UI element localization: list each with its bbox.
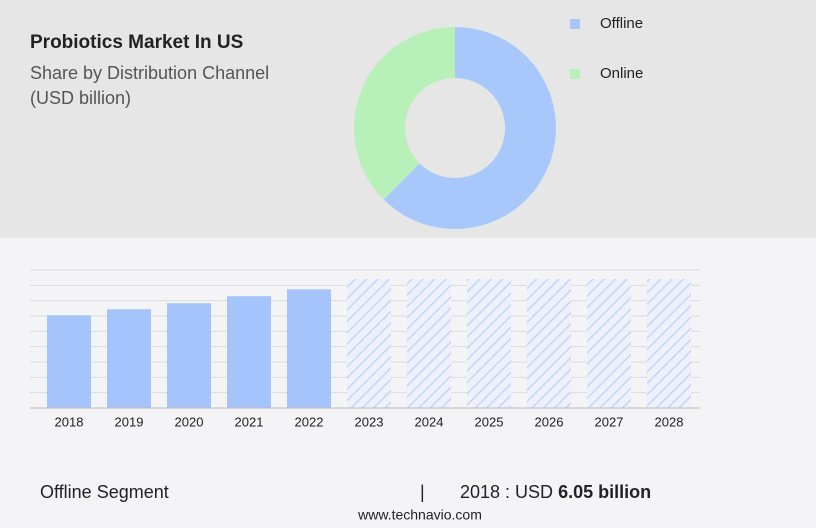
bar — [167, 303, 211, 408]
subtitle: Share by Distribution Channel — [30, 63, 269, 83]
x-tick-label: 2023 — [355, 414, 384, 429]
summary-value: 6.05 billion — [558, 482, 651, 502]
donut-slice — [383, 27, 556, 229]
forecast-placeholder — [527, 279, 571, 408]
x-tick-label: 2022 — [295, 414, 324, 429]
x-tick-label: 2024 — [415, 414, 444, 429]
bar — [227, 296, 271, 408]
forecast-placeholder — [407, 279, 451, 408]
summary: 2018 : USD 6.05 billion — [460, 482, 651, 502]
x-tick-label: 2027 — [595, 414, 624, 429]
forecast-placeholder — [587, 279, 631, 408]
segment-label: Offline Segment — [40, 482, 169, 502]
x-tick-label: 2026 — [535, 414, 564, 429]
separator: | — [420, 482, 425, 502]
forecast-placeholder — [647, 279, 691, 408]
subtitle: (USD billion) — [30, 88, 131, 108]
summary-text: 2018 : USD — [460, 482, 553, 502]
bar — [47, 315, 91, 408]
legend-swatch — [570, 69, 580, 79]
bar — [287, 289, 331, 408]
forecast-placeholder — [347, 279, 391, 408]
x-tick-label: 2028 — [655, 414, 684, 429]
x-tick-label: 2020 — [175, 414, 204, 429]
forecast-placeholder — [467, 279, 511, 408]
x-tick-label: 2019 — [115, 414, 144, 429]
x-tick-label: 2025 — [475, 414, 504, 429]
chart-title: Probiotics Market In US — [30, 32, 243, 53]
legend-label: Online — [600, 65, 643, 82]
legend-label: Offline — [600, 15, 643, 32]
source: www.technavio.com — [357, 507, 482, 523]
donut-slice — [353, 27, 455, 200]
x-tick-label: 2021 — [235, 414, 264, 429]
x-tick-label: 2018 — [55, 414, 84, 429]
legend-swatch — [570, 19, 580, 29]
bar — [107, 309, 151, 408]
